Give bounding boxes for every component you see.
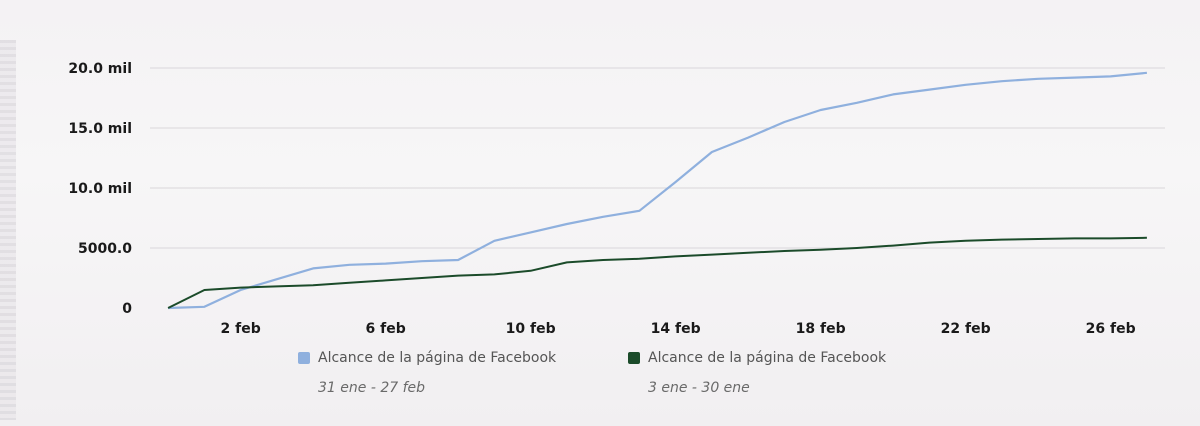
legend-item-1[interactable]: Alcance de la página de Facebook 31 ene … [298,350,556,396]
y-tick-label: 20.0 mil [68,61,132,77]
series-line-1 [168,71,1148,310]
y-axis-ticks: 0 5000.0 10.0 mil 15.0 mil 20.0 mil [68,61,132,317]
legend-period-2: 3 ene - 30 ene [648,380,750,396]
y-tick-label: 15.0 mil [68,121,132,137]
legend-label-2: Alcance de la página de Facebook [648,350,887,366]
legend-item-2[interactable]: Alcance de la página de Facebook 3 ene -… [628,350,886,396]
legend-period-1: 31 ene - 27 feb [318,380,426,396]
page-edge [0,40,16,420]
y-tick-label: 10.0 mil [68,181,132,197]
legend-swatch-1 [298,352,310,364]
grid-lines [150,67,1165,249]
x-tick-label: 22 feb [941,321,991,337]
x-tick-label: 18 feb [796,321,846,337]
y-tick-label: 0 [122,301,132,317]
x-tick-label: 14 feb [651,321,701,337]
legend-label-1: Alcance de la página de Facebook [318,350,557,366]
series-line-2 [167,236,1147,309]
x-tick-label: 10 feb [506,321,556,337]
series-lines [167,71,1148,310]
x-axis-ticks: 2 feb 6 feb 10 feb 14 feb 18 feb 22 feb 26 feb [221,321,1136,337]
legend-swatch-2 [628,352,640,364]
y-tick-label: 5000.0 [78,241,132,257]
x-tick-label: 6 feb [366,321,406,337]
x-tick-label: 2 feb [221,321,261,337]
x-tick-label: 26 feb [1086,321,1136,337]
